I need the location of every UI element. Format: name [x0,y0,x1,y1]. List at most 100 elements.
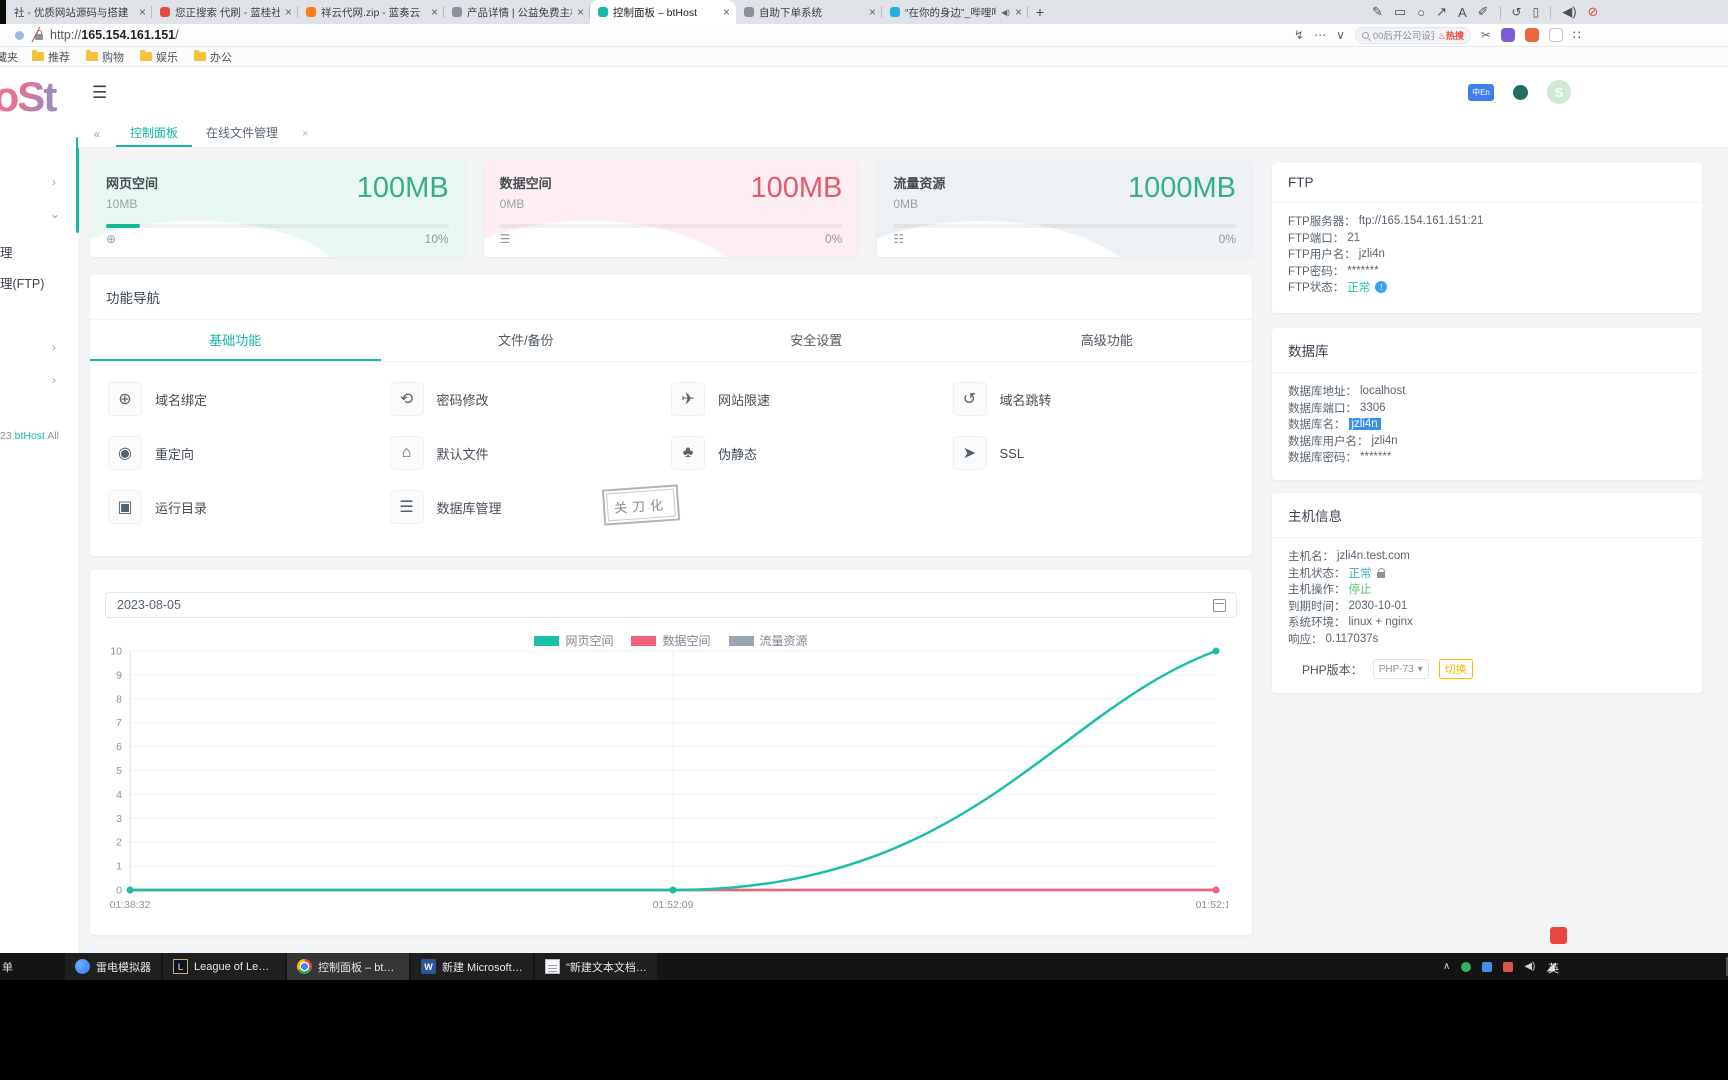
php-switch-button[interactable]: 切换 [1438,659,1473,679]
info-value[interactable]: jzli4n [1348,418,1381,431]
show-desktop-button[interactable] [1726,957,1728,976]
more-icon[interactable]: ⋯ [1314,28,1327,42]
chevron-icon[interactable]: ∨ [1336,28,1345,42]
network-icon[interactable]: ◢ [1546,961,1555,973]
speaker-icon[interactable]: ◀) [1524,961,1536,972]
function-item[interactable]: ☰ 数据库管理 [389,480,672,534]
info-value[interactable]: jzli4n [1358,248,1385,261]
function-item[interactable]: ↺ 域名跳转 [952,372,1235,426]
function-category-tab[interactable]: 基础功能 [90,320,381,361]
arrow-icon[interactable]: ↗ [1436,4,1447,19]
speaker-icon[interactable]: ◀) [1562,4,1577,19]
php-version-select[interactable]: PHP-73 ▾ [1372,659,1429,679]
date-picker[interactable]: 2023-08-05 [105,592,1237,618]
new-tab-button[interactable]: + [1035,4,1045,20]
extension-purple-icon[interactable] [1500,28,1515,42]
tab-collapse-icon[interactable]: « [93,126,101,141]
undo-icon[interactable]: ↺ [1511,5,1522,19]
function-category-tab[interactable]: 高级功能 [1080,333,1133,348]
mic-muted-icon[interactable]: ⊘ [1587,4,1599,19]
sidebar-collapse-arrow[interactable]: ⌄ [50,207,61,221]
info-value[interactable]: linux + nginx [1348,616,1413,629]
bookmark-folder[interactable]: 娱乐 [140,49,178,65]
sidebar-expand-arrow[interactable]: › [52,340,56,354]
grid-icon[interactable]: ∷ [1572,28,1582,42]
brush-icon[interactable]: ✐ [1477,4,1489,19]
info-value[interactable]: ******* [1360,451,1392,464]
function-category-tab[interactable]: 文件/备份 [497,333,554,348]
taskbar-app[interactable]: 控制面板 – btHost… [287,953,409,980]
avatar[interactable]: S [1547,80,1571,104]
lightning-icon[interactable]: ↯ [1294,28,1305,42]
menu-toggle-icon[interactable]: ☰ [92,83,108,102]
tray-blue-icon[interactable] [1482,961,1493,972]
tray-green-icon[interactable] [1461,961,1472,972]
taskbar-app[interactable]: 雷电模拟器 [65,953,161,980]
info-value[interactable]: 21 [1347,231,1361,244]
circle-icon[interactable]: ○ [1417,4,1426,20]
info-value[interactable]: 2030-10-01 [1348,599,1408,612]
workspace-tab[interactable]: 在线文件管理 [206,126,279,140]
taskbar-edge-item[interactable]: 单 [2,961,13,974]
sidebar-item-ftp-manage[interactable]: 理(FTP) [0,277,45,291]
rect-icon[interactable]: ▭ [1393,4,1407,19]
tab-close-icon[interactable]: × [1014,5,1022,19]
info-value[interactable]: 停止 [1348,584,1372,597]
language-toggle-icon[interactable]: 中En [1468,83,1494,101]
browser-tab[interactable]: 祥云代网.zip - 蓝奏云 ◀) × [298,0,444,24]
divider-icon[interactable] [1499,5,1501,19]
function-item[interactable]: ➤ SSL [952,426,1235,480]
address-bar[interactable]: http://165.154.161.151/ [50,28,179,42]
legend-item[interactable]: 数据空间 [631,632,711,649]
tab-close-icon[interactable]: × [430,5,438,19]
info-value[interactable]: localhost [1360,385,1406,398]
browser-tab[interactable]: 控制面板 – btHost ◀) × [590,0,736,24]
info-value[interactable]: ******* [1347,264,1379,277]
function-item[interactable]: ♣ 伪静态 [671,426,953,480]
text-icon[interactable]: A [1457,4,1467,20]
browser-tab[interactable]: 社 - 优质网站源码与搭建 ◀) × [6,0,152,24]
tab-close-icon[interactable]: × [868,5,876,19]
function-category-tab[interactable]: 安全设置 [790,333,843,348]
theme-icon[interactable] [1513,84,1528,100]
calendar-icon[interactable] [1213,599,1226,612]
browser-tab[interactable]: 自助下单系统 ◀) × [736,0,882,24]
floating-widget[interactable] [1550,927,1567,944]
trash-icon[interactable]: ▯ [1532,5,1540,19]
info-value[interactable]: jzli4n [1371,434,1398,447]
extension-game-icon[interactable] [1524,28,1539,42]
function-item[interactable]: ⟲ 密码修改 [389,372,672,426]
sidebar-scroll-indicator[interactable] [76,137,79,233]
taskbar-app[interactable]: "新建文本文档.txt -… [535,953,657,980]
function-item[interactable]: ⌂ 默认文件 [389,426,672,480]
divider-icon[interactable] [1550,5,1552,19]
info-value[interactable]: 正常 [1347,282,1371,295]
pencil-icon[interactable]: ✎ [1372,4,1383,19]
legend-item[interactable]: 网页空间 [534,632,613,649]
info-value[interactable]: 0.117037s [1325,632,1379,645]
bookmarks-lead[interactable]: 藏夹 [0,51,18,64]
tab-close-icon[interactable]: × [284,5,292,19]
info-value[interactable]: jzli4n.test.com [1337,550,1410,563]
sidebar-expand-arrow[interactable]: › [52,373,56,387]
tray-red-icon[interactable] [1503,961,1514,972]
taskbar-app[interactable]: W 新建 Microsoft W… [411,953,533,980]
browser-tab[interactable]: “在你的身边”_哔哩哔哩_bi ◀) × [882,0,1028,24]
browser-tab[interactable]: 您正搜索 代刷 - 蓝桂社 ◀) × [152,0,298,24]
tab-close-icon[interactable]: × [138,5,146,19]
function-item[interactable]: ⊕ 域名绑定 [108,372,390,426]
tab-close-icon[interactable]: × [722,5,730,19]
browser-tab[interactable]: 产品详情 | 公益免费主机互联 ◀) × [444,0,590,24]
tab-close-icon[interactable]: × [576,5,584,19]
bookmark-folder[interactable]: 推荐 [32,49,70,65]
function-item[interactable]: ◉ 重定向 [108,426,390,480]
bookmark-folder[interactable]: 办公 [194,49,232,65]
workspace-tab[interactable]: 控制面板 [116,120,193,147]
bookmark-folder[interactable]: 购物 [86,49,124,65]
ime-indicator[interactable]: 英 [1548,963,1559,975]
scissors-icon[interactable]: ✂ [1480,28,1491,42]
legend-item[interactable]: 流量资源 [728,632,808,649]
function-item[interactable]: ▣ 运行目录 [108,480,390,534]
not-secure-icon[interactable]: ╱ [32,27,45,42]
function-item[interactable]: ✈ 网站限速 [671,372,953,426]
